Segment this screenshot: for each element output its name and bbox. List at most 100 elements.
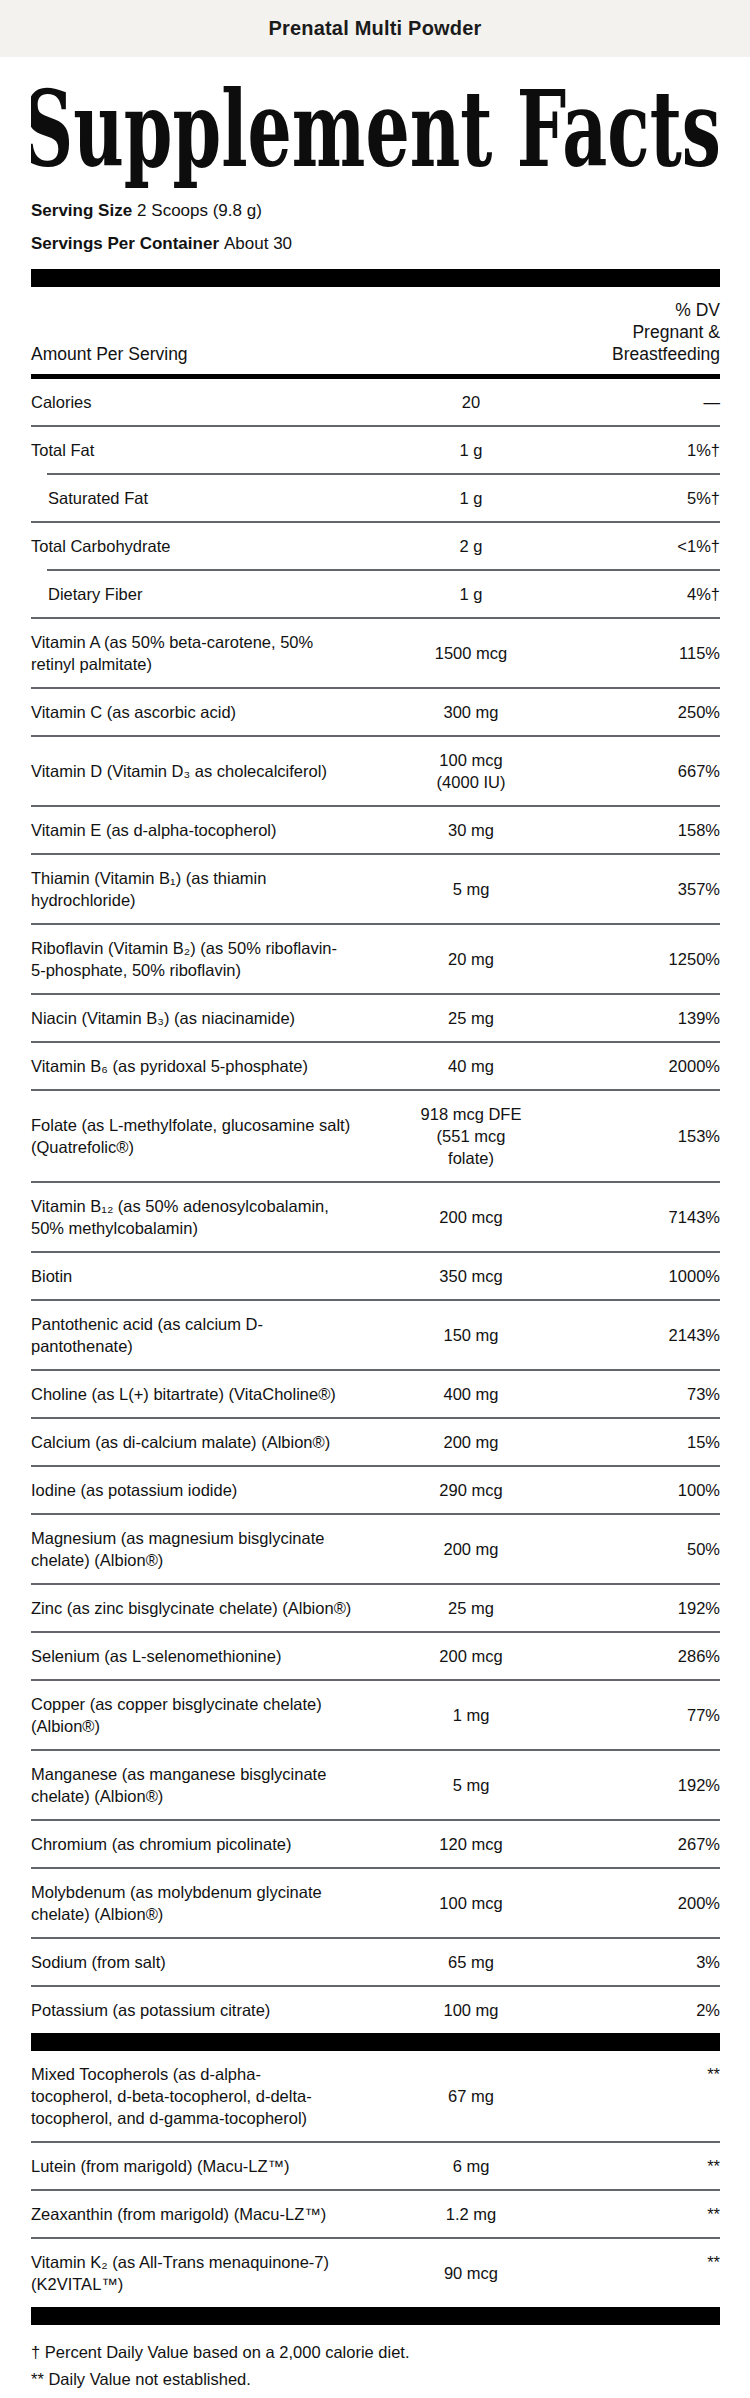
nutrient-row: Riboflavin (Vitamin B₂) (as 50% riboflav… (31, 925, 720, 993)
column-header-row: Amount Per Serving % DV Pregnant & Breas… (31, 287, 720, 374)
serving-size-label: Serving Size (31, 201, 132, 220)
nutrient-name: Lutein (from marigold) (Macu-LZ™) (31, 2155, 403, 2177)
nutrient-amount: 20 mg (403, 948, 539, 970)
nutrient-name: Choline (as L(+) bitartrate) (VitaCholin… (31, 1383, 403, 1405)
nutrient-amount: 20 (403, 391, 539, 413)
nutrient-dv: 250% (539, 701, 720, 723)
nutrient-name: Total Carbohydrate (31, 535, 403, 557)
nutrient-name: Calories (31, 391, 403, 413)
nutrient-amount: 100 mcg (4000 IU) (403, 749, 539, 793)
servings-per-container-line: Servings Per Container About 30 (31, 234, 720, 254)
nutrient-amount: 25 mg (403, 1597, 539, 1619)
nutrient-dv: 3% (539, 1951, 720, 1973)
nutrient-row: Niacin (Vitamin B₃) (as niacinamide) 25 … (31, 995, 720, 1041)
nutrient-amount: 5 mg (403, 1774, 539, 1796)
serving-size-line: Serving Size2 Scoops (9.8 g) (31, 201, 720, 221)
nutrient-row: Calcium (as di-calcium malate) (Albion®)… (31, 1419, 720, 1465)
footnote-not-established: ** Daily Value not established. (31, 2366, 720, 2393)
nutrient-name: Niacin (Vitamin B₃) (as niacinamide) (31, 1007, 403, 1029)
nutrient-name: Molybdenum (as molybdenum glycinate chel… (31, 1881, 403, 1925)
nutrient-row: Total Carbohydrate 2 g <1%† (31, 523, 720, 569)
nutrient-row: Vitamin K₂ (as All-Trans menaquinone-7) … (31, 2239, 720, 2307)
nutrient-dv: 158% (539, 819, 720, 841)
nutrient-dv: ** (539, 2063, 720, 2085)
nutrient-row: Lutein (from marigold) (Macu-LZ™) 6 mg *… (31, 2143, 720, 2189)
footnote-daily-value: † Percent Daily Value based on a 2,000 c… (31, 2339, 720, 2366)
label-content: Supplement Facts Serving Size2 Scoops (9… (0, 69, 750, 2398)
nutrient-amount: 200 mg (403, 1538, 539, 1560)
nutrient-row: Molybdenum (as molybdenum glycinate chel… (31, 1869, 720, 1937)
servings-per-container-value: About 30 (224, 234, 292, 253)
nutrient-amount: 100 mcg (403, 1892, 539, 1914)
section-bar-bottom (31, 2307, 720, 2325)
nutrient-amount: 1 mg (403, 1704, 539, 1726)
nutrient-amount: 300 mg (403, 701, 539, 723)
nutrient-dv: <1%† (539, 535, 720, 557)
nutrient-name: Zinc (as zinc bisglycinate chelate) (Alb… (31, 1597, 403, 1619)
supplement-facts-panel: Prenatal Multi Powder Supplement Facts S… (0, 0, 750, 2398)
supplement-facts-title: Supplement Facts (31, 69, 720, 193)
nutrient-dv: 1%† (539, 439, 720, 461)
nutrient-amount: 200 mcg (403, 1645, 539, 1667)
nutrient-row: Folate (as L-methylfolate, glucosamine s… (31, 1091, 720, 1181)
nutrient-row: Potassium (as potassium citrate) 100 mg … (31, 1987, 720, 2033)
nutrient-name: Vitamin C (as ascorbic acid) (31, 701, 403, 723)
nutrient-dv: 100% (539, 1479, 720, 1501)
nutrient-row: Magnesium (as magnesium bisglycinate che… (31, 1515, 720, 1583)
nutrient-amount: 918 mcg DFE (551 mcg folate) (403, 1103, 539, 1169)
nutrient-dv: ** (539, 2203, 720, 2225)
nutrient-name: Vitamin A (as 50% beta-carotene, 50% ret… (31, 631, 403, 675)
nutrient-dv: ** (539, 2155, 720, 2177)
servings-per-container-label: Servings Per Container (31, 234, 219, 253)
nutrient-dv: 2% (539, 1999, 720, 2021)
nutrient-name: Zeaxanthin (from marigold) (Macu-LZ™) (31, 2203, 403, 2225)
nutrient-name: Biotin (31, 1265, 403, 1287)
nutrient-row: Pantothenic acid (as calcium D- pantothe… (31, 1301, 720, 1369)
nutrient-dv: 115% (539, 642, 720, 664)
nutrient-amount: 120 mcg (403, 1833, 539, 1855)
svg-text:Supplement Facts: Supplement Facts (31, 69, 720, 191)
nutrient-name: Vitamin K₂ (as All-Trans menaquinone-7) … (31, 2251, 403, 2295)
nutrient-row: Biotin 350 mcg 1000% (31, 1253, 720, 1299)
nutrient-row: Manganese (as manganese bisglycinate che… (31, 1751, 720, 1819)
nutrient-name: Vitamin B₁₂ (as 50% adenosylcobalamin, 5… (31, 1195, 403, 1239)
nutrient-row: Vitamin B₆ (as pyridoxal 5-phosphate) 40… (31, 1043, 720, 1089)
nutrient-amount: 200 mg (403, 1431, 539, 1453)
nutrient-amount: 67 mg (403, 2085, 539, 2107)
nutrient-dv: 15% (539, 1431, 720, 1453)
nutrient-name: Calcium (as di-calcium malate) (Albion®) (31, 1431, 403, 1453)
nutrient-name: Dietary Fiber (31, 583, 403, 605)
nutrient-amount: 65 mg (403, 1951, 539, 1973)
nutrient-dv: 192% (539, 1774, 720, 1796)
nutrient-dv: 200% (539, 1892, 720, 1914)
nutrient-dv: 153% (539, 1125, 720, 1147)
nutrient-name: Manganese (as manganese bisglycinate che… (31, 1763, 403, 1807)
nutrient-amount: 1 g (403, 487, 539, 509)
nutrient-amount: 2 g (403, 535, 539, 557)
section-bar-middle (31, 2033, 720, 2051)
nutrient-row: Chromium (as chromium picolinate) 120 mc… (31, 1821, 720, 1867)
nutrient-dv: 50% (539, 1538, 720, 1560)
nutrient-name: Chromium (as chromium picolinate) (31, 1833, 403, 1855)
nutrient-amount: 1 g (403, 583, 539, 605)
nutrient-row: Vitamin D (Vitamin D₃ as cholecalciferol… (31, 737, 720, 805)
nutrient-dv: 2000% (539, 1055, 720, 1077)
nutrient-rows-main: Calories 20 — Total Fat 1 g 1%† Saturate… (31, 379, 720, 2033)
nutrient-name: Iodine (as potassium iodide) (31, 1479, 403, 1501)
nutrient-name: Vitamin B₆ (as pyridoxal 5-phosphate) (31, 1055, 403, 1077)
nutrient-amount: 25 mg (403, 1007, 539, 1029)
product-name-band: Prenatal Multi Powder (0, 0, 750, 57)
nutrient-row: Iodine (as potassium iodide) 290 mcg 100… (31, 1467, 720, 1513)
nutrient-dv: 2143% (539, 1324, 720, 1346)
nutrient-amount: 40 mg (403, 1055, 539, 1077)
nutrient-dv: ** (539, 2251, 720, 2273)
nutrient-name: Riboflavin (Vitamin B₂) (as 50% riboflav… (31, 937, 403, 981)
nutrient-amount: 200 mcg (403, 1206, 539, 1228)
supplement-facts-title-wrap: Supplement Facts (31, 69, 720, 193)
nutrient-name: Selenium (as L-selenomethionine) (31, 1645, 403, 1667)
nutrient-name: Copper (as copper bisglycinate chelate) … (31, 1693, 403, 1737)
nutrient-row: Zinc (as zinc bisglycinate chelate) (Alb… (31, 1585, 720, 1631)
nutrient-amount: 90 mcg (403, 2262, 539, 2284)
nutrient-amount: 1.2 mg (403, 2203, 539, 2225)
footnotes: † Percent Daily Value based on a 2,000 c… (31, 2325, 720, 2398)
